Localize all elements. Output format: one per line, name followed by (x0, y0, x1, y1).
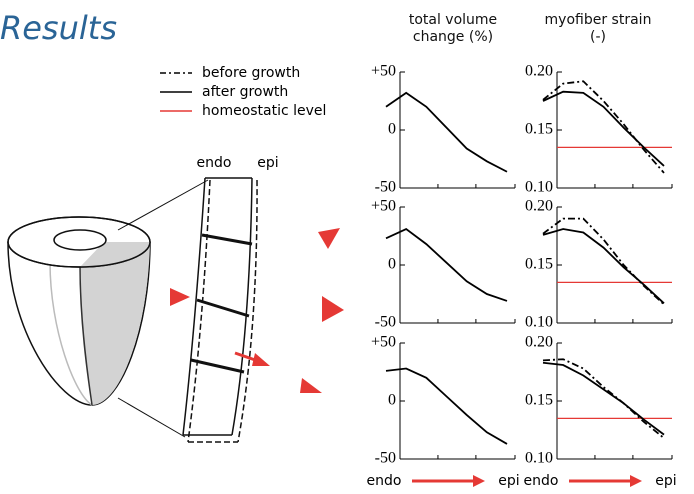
series-line (386, 93, 507, 172)
y-tick-label: +50 (371, 198, 396, 215)
arrows (170, 228, 344, 393)
legend-label: before growth (202, 65, 300, 81)
series-line (386, 369, 507, 444)
heart (8, 180, 208, 437)
title: Results (0, 9, 117, 47)
diagram-label: endo (197, 155, 232, 171)
diagram-label: epi (257, 155, 278, 171)
y-tick-label: 0.20 (525, 198, 553, 215)
series-line (543, 92, 664, 166)
column-title: myofiber strain (-) (543, 12, 653, 46)
y-tick-label: 0 (388, 121, 396, 138)
y-tick-label: +50 (371, 63, 396, 80)
y-tick-label: 0.15 (525, 121, 553, 138)
y-tick-label: -50 (375, 450, 396, 467)
series-line (543, 219, 664, 305)
x-axis-label: epi (498, 473, 519, 489)
y-tick-label: 0.20 (525, 334, 553, 351)
y-tick-label: 0.10 (525, 314, 553, 331)
legend-label: after growth (202, 84, 288, 100)
series-line (543, 81, 664, 173)
y-tick-label: 0.20 (525, 63, 553, 80)
x-arrow-head (630, 475, 642, 487)
y-tick-label: 0.15 (525, 256, 553, 273)
x-axis-label: endo (367, 473, 402, 489)
series-line (543, 229, 664, 303)
x-arrow-head (473, 475, 485, 487)
tissue-slab (183, 178, 257, 442)
series-line (543, 359, 664, 438)
x-axis-label: endo (524, 473, 559, 489)
y-tick-label: +50 (371, 334, 396, 351)
y-tick-label: 0.10 (525, 179, 553, 196)
y-tick-label: 0.15 (525, 392, 553, 409)
y-tick-label: 0 (388, 392, 396, 409)
y-tick-label: -50 (375, 179, 396, 196)
chart: Results endo epi before growth after grow… (0, 0, 694, 494)
y-tick-label: -50 (375, 314, 396, 331)
figure: Results endo epi before growth after grow… (0, 0, 694, 494)
y-tick-label: 0 (388, 256, 396, 273)
y-tick-label: 0.10 (525, 450, 553, 467)
x-axis-label: epi (655, 473, 676, 489)
column-title: total volume change (%) (388, 12, 518, 46)
legend-label: homeostatic level (202, 103, 326, 119)
